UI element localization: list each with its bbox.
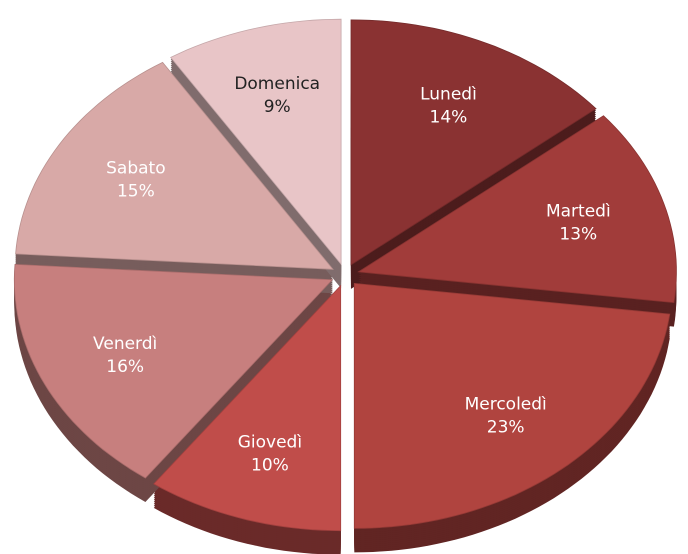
slice-category: Giovedì bbox=[238, 432, 302, 452]
slice-value-label: 15% bbox=[117, 182, 155, 202]
slice-category: Venerdì bbox=[93, 334, 157, 354]
slice-value-label: 9% bbox=[264, 97, 291, 117]
slice-category: Mercoledì bbox=[465, 395, 547, 415]
slice bbox=[13, 263, 334, 479]
slice bbox=[153, 284, 342, 532]
slice bbox=[353, 282, 671, 529]
slice-category: Sabato bbox=[106, 159, 165, 179]
slice-category: Lunedì bbox=[420, 84, 477, 104]
slice bbox=[350, 19, 597, 266]
slice-value-label: 13% bbox=[559, 225, 597, 245]
slice-value-label: 10% bbox=[251, 455, 289, 475]
slice-value-label: 16% bbox=[106, 357, 144, 377]
slice-category: Martedì bbox=[546, 202, 611, 222]
slice bbox=[15, 61, 334, 270]
slice bbox=[170, 18, 342, 266]
slice-category: Domenica bbox=[234, 74, 320, 94]
slice-value-label: 23% bbox=[487, 418, 525, 438]
slice bbox=[357, 115, 677, 304]
slice-value-label: 14% bbox=[430, 107, 468, 127]
